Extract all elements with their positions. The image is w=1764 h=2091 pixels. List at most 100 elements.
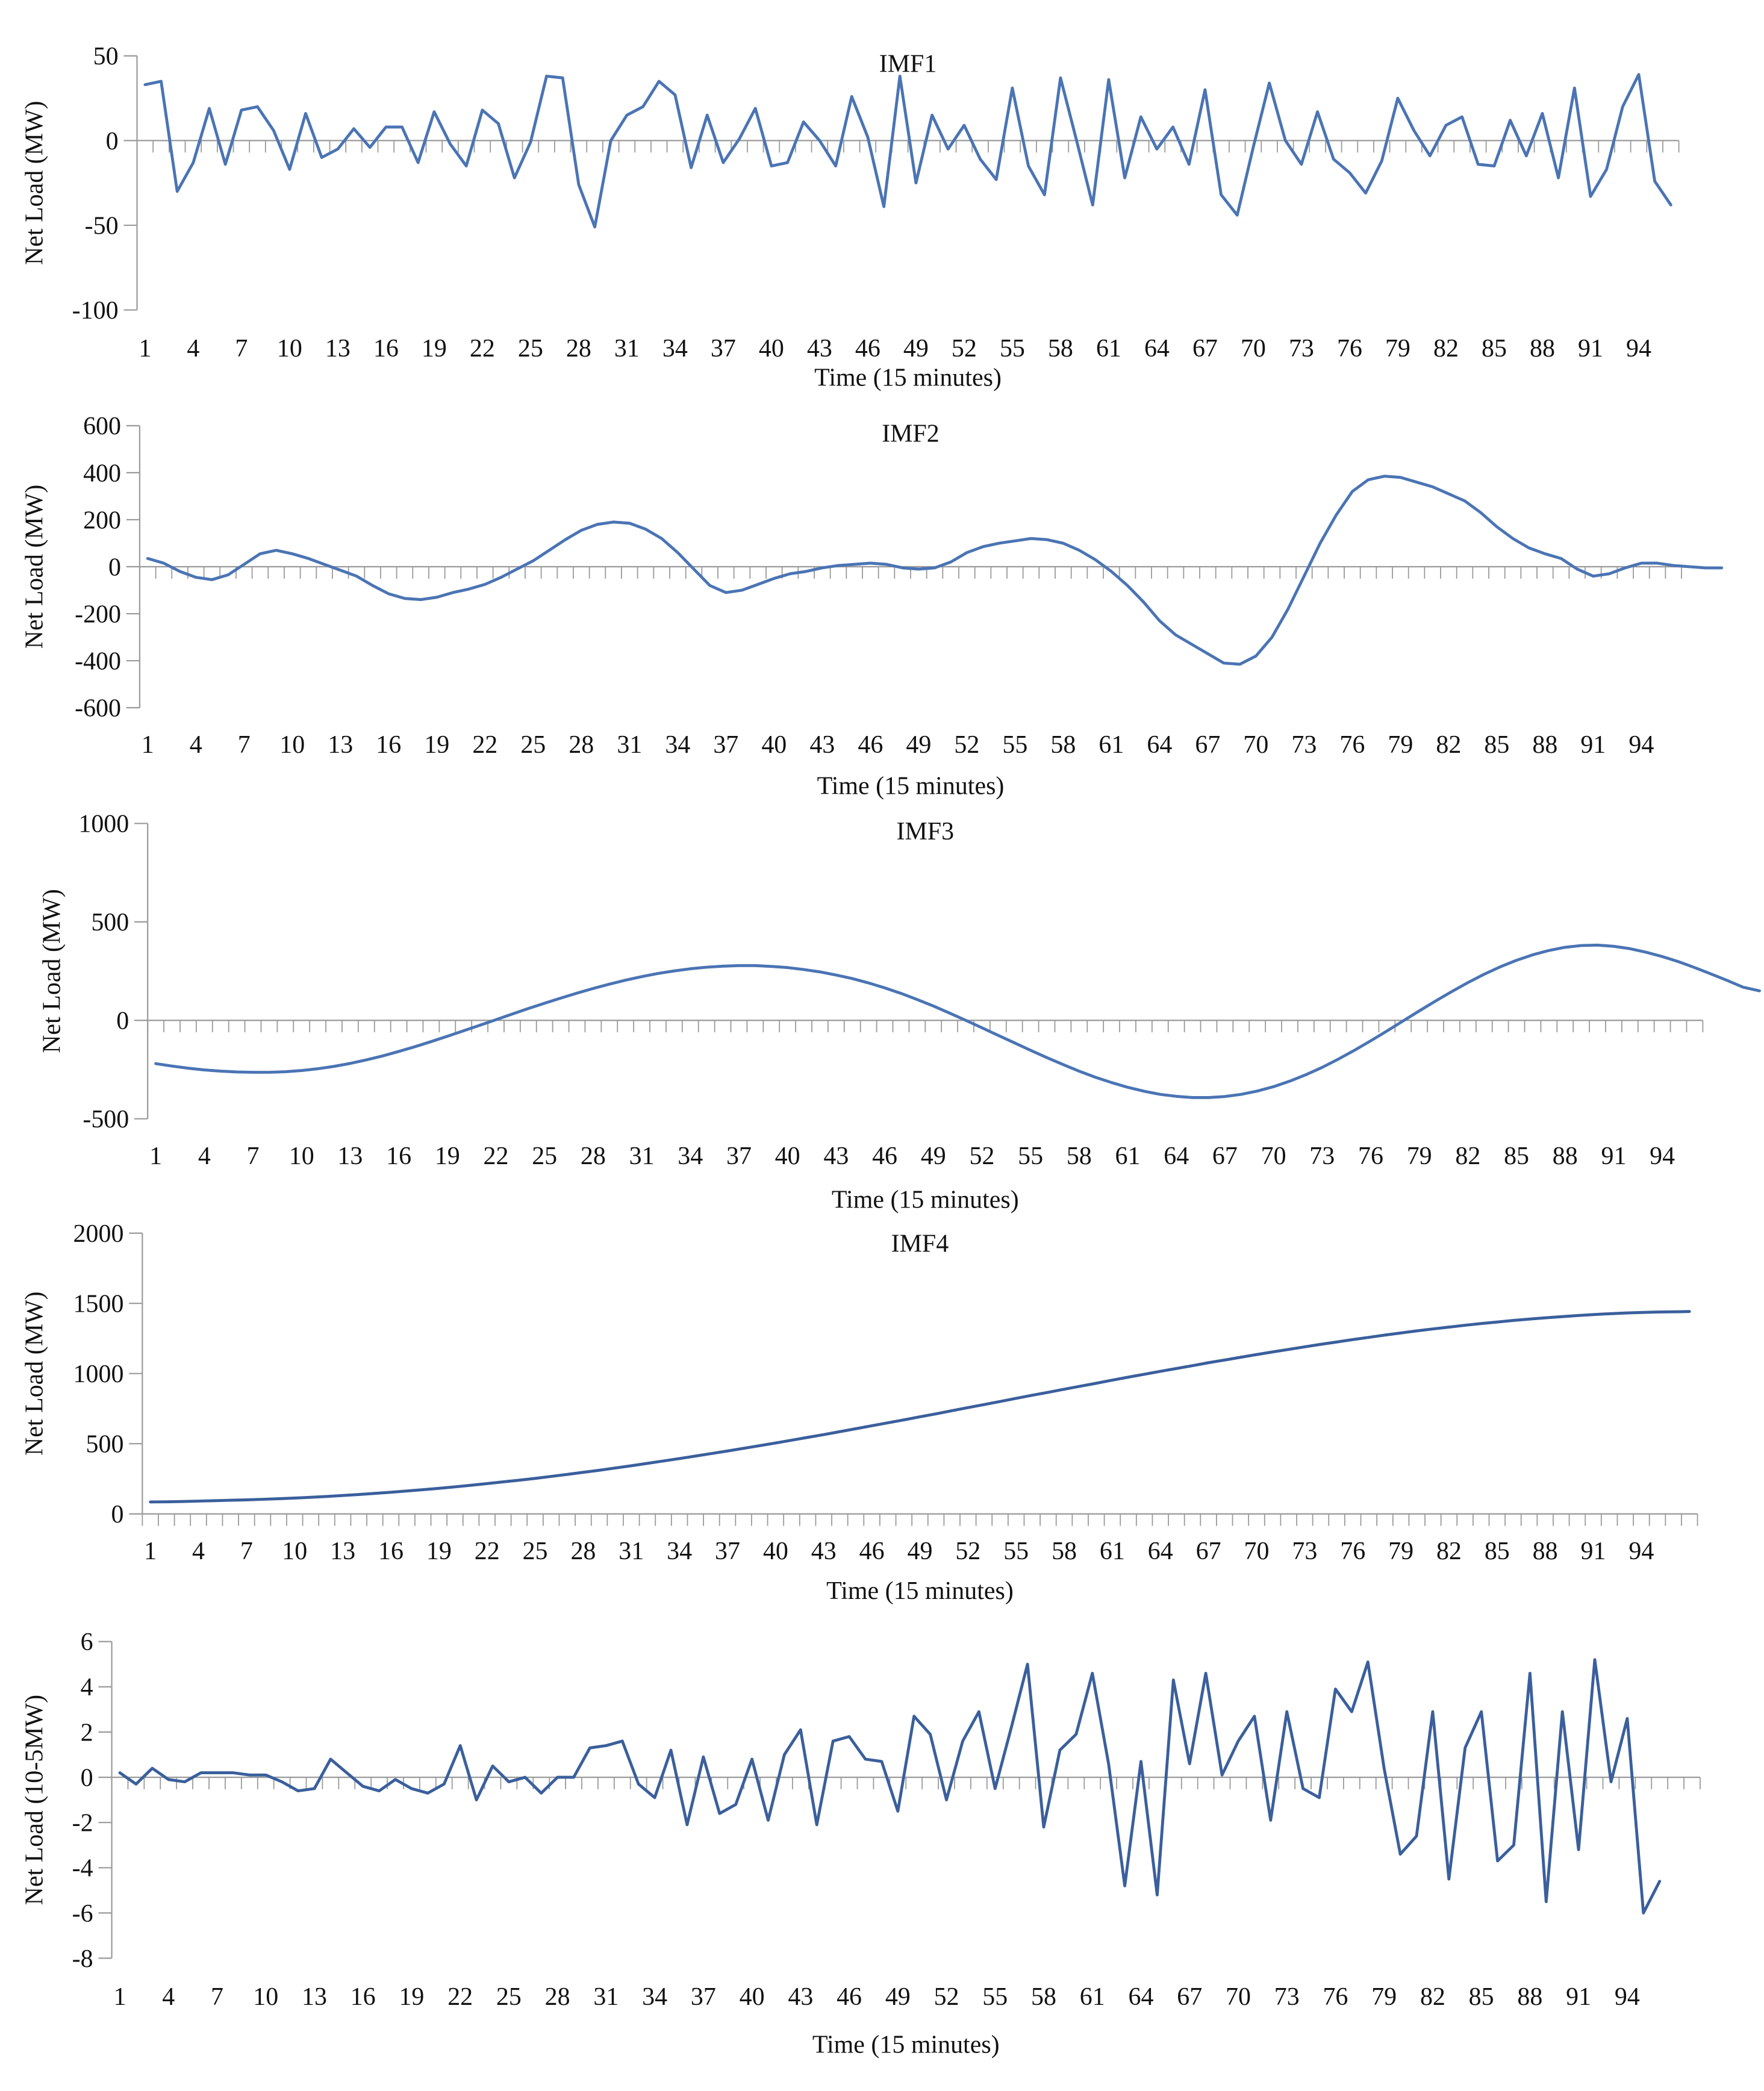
- data-point: [145, 84, 146, 86]
- data-point: [1127, 585, 1128, 586]
- data-point: [1062, 1064, 1064, 1065]
- data-point: [508, 1781, 510, 1783]
- y-tick-label: 600: [83, 413, 121, 440]
- x-tick-label: 25: [496, 1983, 522, 2011]
- data-point: [1659, 1881, 1660, 1882]
- x-tick-label: 1: [142, 731, 154, 759]
- data-point: [1160, 1371, 1161, 1372]
- data-point: [868, 982, 869, 983]
- data-point: [1189, 1763, 1190, 1765]
- x-tick-label: 76: [1337, 335, 1362, 363]
- x-tick-label: 70: [1244, 1538, 1270, 1565]
- data-point: [626, 114, 628, 116]
- data-point: [935, 1413, 937, 1415]
- x-tick-label: 13: [325, 335, 351, 363]
- data-point: [1445, 125, 1447, 126]
- data-point: [1496, 526, 1497, 528]
- data-point: [285, 1071, 286, 1073]
- data-point: [643, 106, 644, 107]
- data-point: [187, 1068, 189, 1069]
- data-point: [807, 1437, 808, 1438]
- data-point: [1384, 476, 1385, 477]
- data-point: [172, 1065, 173, 1067]
- y-tick-label: -500: [83, 1106, 129, 1133]
- data-point: [269, 1072, 270, 1073]
- data-point: [330, 1759, 331, 1760]
- data-point: [535, 1478, 536, 1479]
- data-point: [1192, 1365, 1193, 1366]
- data-point: [1721, 567, 1722, 569]
- data-point: [479, 1024, 481, 1026]
- data-point: [1144, 1374, 1145, 1375]
- x-tick-label: 25: [520, 731, 546, 759]
- y-tick-label: -200: [75, 600, 121, 628]
- x-tick-label: 61: [1115, 1142, 1141, 1170]
- data-point: [711, 1453, 712, 1454]
- data-point: [996, 179, 997, 180]
- data-point: [835, 166, 837, 167]
- data-point: [849, 1736, 850, 1737]
- data-point: [803, 969, 805, 970]
- x-tick-label: 67: [1195, 731, 1220, 759]
- data-point: [211, 579, 213, 580]
- data-point: [476, 1800, 477, 1801]
- data-point: [1654, 181, 1656, 182]
- x-tick-label: 16: [376, 731, 401, 759]
- data-point: [962, 1740, 963, 1742]
- data-point: [1143, 602, 1144, 603]
- x-tick-label: 88: [1533, 1538, 1558, 1565]
- y-tick-label: 2: [81, 1719, 93, 1747]
- x-tick-label: 7: [240, 1538, 253, 1565]
- y-tick-label: -6: [72, 1900, 93, 1928]
- data-point: [346, 1772, 348, 1774]
- x-tick-label: 58: [1048, 335, 1073, 363]
- data-point: [693, 569, 694, 570]
- chart-title: IMF1: [879, 50, 937, 78]
- y-axis-label: Net Load (MW): [21, 485, 49, 649]
- data-point: [382, 1055, 383, 1056]
- data-point: [1367, 1662, 1368, 1663]
- x-tick-label: 67: [1192, 335, 1218, 363]
- data-point: [1238, 1740, 1239, 1742]
- data-point: [1432, 486, 1433, 487]
- x-tick-label: 55: [1003, 1538, 1029, 1565]
- x-tick-label: 13: [302, 1983, 327, 2011]
- y-tick-label: -8: [72, 1945, 93, 1973]
- data-point: [334, 1066, 335, 1067]
- data-point: [1156, 1894, 1158, 1895]
- series-line: [118, 1658, 1662, 1915]
- data-point: [1128, 1377, 1129, 1378]
- data-point: [454, 1486, 455, 1488]
- series-line: [154, 943, 1761, 1099]
- x-tick-label: 43: [809, 731, 835, 759]
- x-tick-label: 91: [1581, 1538, 1606, 1565]
- x-tick-label: 10: [279, 731, 305, 759]
- data-point: [851, 96, 852, 97]
- x-tick-label: 19: [399, 1983, 424, 2011]
- x-tick-label: 85: [1484, 731, 1509, 759]
- y-tick-label: 200: [83, 506, 121, 534]
- data-point: [1429, 155, 1430, 157]
- data-point: [565, 539, 566, 540]
- data-point: [854, 564, 855, 565]
- data-point: [1370, 1040, 1371, 1041]
- data-point: [252, 1072, 254, 1073]
- data-point: [1645, 952, 1647, 953]
- chart-panel-3: 1000 500 0 -500 1 4 7 10 13 16 19 22 25 28 31 34 37 40 43 4…: [38, 811, 1761, 1214]
- data-point: [914, 1716, 915, 1717]
- data-point: [852, 978, 853, 979]
- x-tick-label: 25: [518, 335, 543, 363]
- data-point: [819, 140, 820, 141]
- x-tick-label: 22: [484, 1142, 509, 1170]
- data-point: [530, 142, 531, 143]
- x-tick-label: 34: [678, 1142, 703, 1170]
- data-point: [278, 1498, 279, 1500]
- data-point: [631, 1465, 632, 1466]
- x-tick-label: 79: [1388, 1538, 1413, 1565]
- y-tick-label: 0: [81, 1764, 93, 1792]
- data-point: [308, 558, 309, 559]
- x-tick-label: 31: [593, 1983, 619, 2011]
- x-tick-label: 4: [162, 1983, 175, 2011]
- data-point: [867, 137, 868, 138]
- data-point: [1400, 477, 1401, 478]
